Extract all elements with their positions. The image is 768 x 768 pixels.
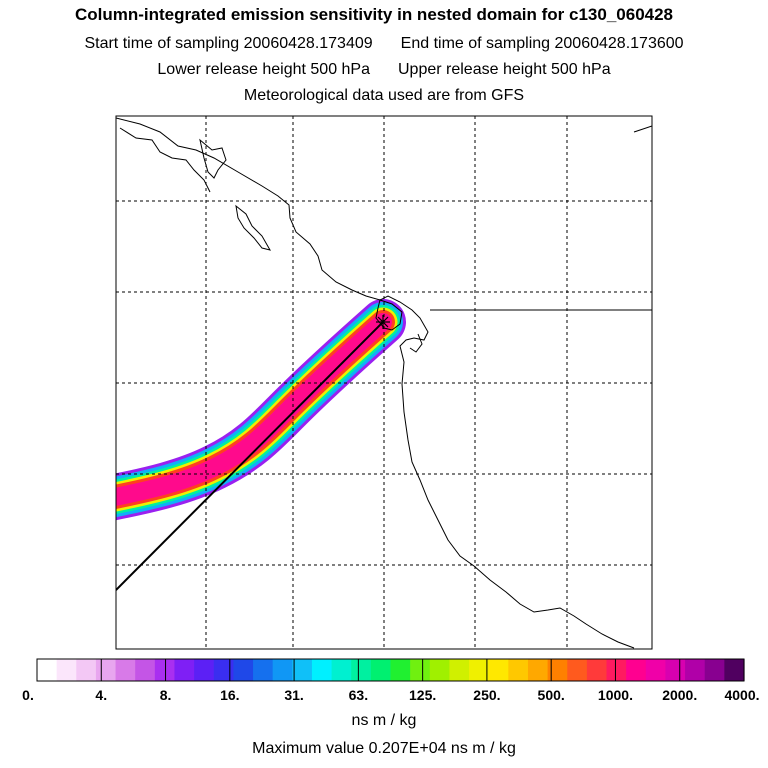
colorbar-swatch	[469, 659, 490, 681]
colorbar-swatch	[429, 659, 451, 681]
colorbar-swatch	[547, 659, 568, 681]
colorbar-swatch	[95, 659, 117, 681]
sampling-time-line: Start time of sampling 20060428.173409 En…	[0, 35, 768, 53]
colorbar-swatch	[194, 659, 215, 681]
colorbar-swatch	[154, 659, 176, 681]
colorbar-swatch	[645, 659, 667, 681]
release-point-star-icon	[376, 315, 390, 329]
colorbar-tick-label: 2000.	[662, 687, 698, 703]
colorbar-tick-label: 4000.	[724, 687, 760, 703]
colorbar-tick-label: 250.	[473, 687, 501, 703]
colorbar-swatch	[115, 659, 136, 681]
colorbar-swatch	[665, 659, 686, 681]
colorbar-tick-label: 125.	[409, 687, 437, 703]
colorbar-tick-label: 63.	[348, 687, 369, 703]
colorbar-unit: ns m / kg	[351, 712, 417, 729]
colorbar-tick-label: 0.	[22, 687, 34, 703]
colorbar-swatch	[351, 659, 372, 681]
colorbar-swatch	[527, 659, 549, 681]
colorbar-tick-label: 4.	[95, 687, 108, 703]
colorbar-swatch	[390, 659, 411, 681]
colorbar-swatch	[586, 659, 608, 681]
colorbar-swatch	[253, 659, 274, 681]
emission-plume	[116, 299, 406, 521]
colorbar-tick-label: 1000.	[597, 687, 633, 703]
colorbar-swatch	[311, 659, 333, 681]
colorbar-swatch	[606, 659, 627, 681]
colorbar-swatch	[76, 659, 97, 681]
trajectory-line	[116, 321, 384, 591]
map-area	[116, 116, 652, 649]
max-value-label: Maximum value 0.207E+04 ns m / kg	[252, 740, 516, 757]
release-height-line: Lower release height 500 hPa Upper releas…	[0, 61, 768, 79]
colorbar-swatch	[685, 659, 706, 681]
colorbar-tick-label: 31.	[284, 687, 304, 703]
colorbar-swatch	[37, 659, 58, 681]
end-time-label: End time of sampling 20060428.173600	[400, 35, 684, 52]
colorbar-swatch	[174, 659, 195, 681]
colorbar-swatch	[508, 659, 529, 681]
met-data-label: Meteorological data used are from GFS	[243, 87, 525, 104]
colorbar-swatch	[331, 659, 352, 681]
colorbar-tick-label: 500.	[537, 687, 565, 703]
colorbar-swatch	[704, 659, 725, 681]
colorbar-tick-label: 16.	[220, 687, 240, 703]
plume-core	[116, 313, 392, 506]
colorbar-swatch	[56, 659, 77, 681]
colorbar-swatch	[292, 659, 313, 681]
coastline	[116, 117, 652, 649]
colorbar-swatch	[135, 659, 156, 681]
colorbar-swatch	[213, 659, 234, 681]
colorbar-swatch	[724, 659, 745, 681]
start-time-label: Start time of sampling 20060428.173409	[84, 35, 373, 52]
colorbar	[37, 659, 745, 681]
colorbar-swatch	[626, 659, 647, 681]
colorbar-swatch	[567, 659, 588, 681]
colorbar-tick-label: 8.	[159, 687, 172, 703]
colorbar-swatch	[272, 659, 293, 681]
colorbar-swatch	[370, 659, 392, 681]
colorbar-swatch	[410, 659, 431, 681]
colorbar-frame	[36, 658, 745, 682]
map-frame	[115, 115, 653, 650]
colorbar-swatch	[488, 659, 509, 681]
map-title: Column-integrated emission sensitivity i…	[74, 5, 674, 24]
colorbar-swatch	[233, 659, 254, 681]
colorbar-swatch	[449, 659, 470, 681]
lower-height-label: Lower release height 500 hPa	[157, 61, 370, 78]
map-grid	[116, 116, 652, 649]
upper-height-label: Upper release height 500 hPa	[398, 61, 611, 78]
